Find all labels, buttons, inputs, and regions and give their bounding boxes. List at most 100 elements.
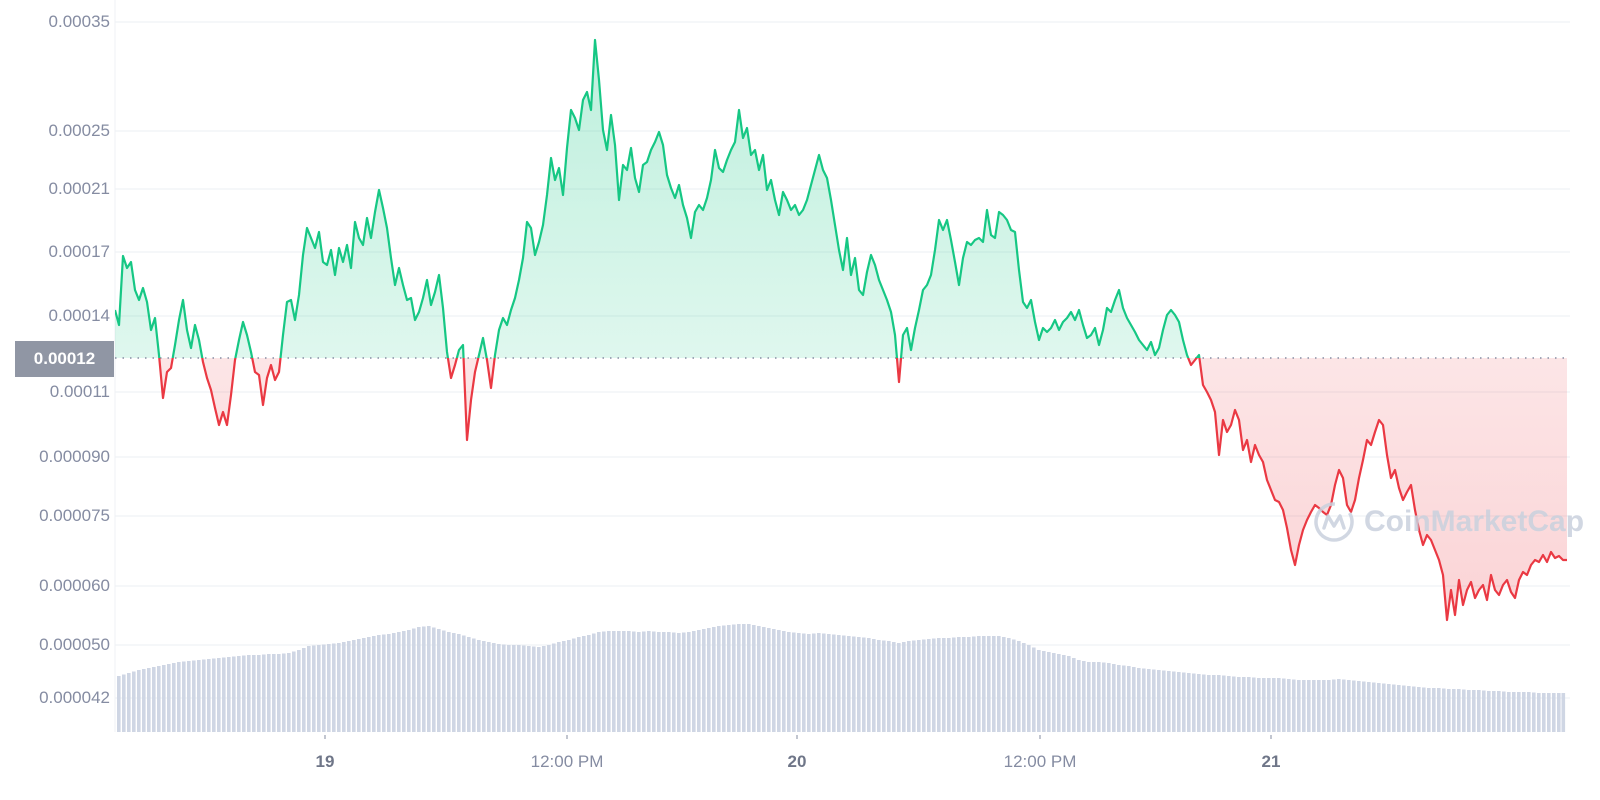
volume-bar — [337, 643, 341, 732]
volume-bar — [657, 632, 661, 732]
volume-bar — [1482, 690, 1486, 732]
volume-bar — [1032, 647, 1036, 732]
volume-bar — [1457, 689, 1461, 732]
volume-bar — [957, 637, 961, 732]
volume-bar — [1132, 667, 1136, 732]
volume-bar — [1072, 658, 1076, 732]
volume-bar — [592, 633, 596, 732]
volume-bar — [567, 640, 571, 732]
volume-bar — [1312, 680, 1316, 732]
volume-bar — [822, 633, 826, 732]
y-tick-label: 0.000075 — [39, 506, 110, 525]
volume-bar — [392, 633, 396, 732]
volume-bar — [482, 641, 486, 732]
volume-bar — [632, 631, 636, 732]
volume-bar — [1372, 682, 1376, 732]
volume-bar — [602, 631, 606, 732]
volume-bar — [472, 638, 476, 732]
volume-bar — [1007, 638, 1011, 732]
volume-bar — [1167, 671, 1171, 732]
volume-bar — [557, 642, 561, 732]
volume-bar — [157, 666, 161, 732]
volume-bar — [1082, 661, 1086, 732]
volume-bar — [527, 646, 531, 732]
volume-bar — [797, 633, 801, 732]
volume-bar — [227, 657, 231, 732]
volume-bar — [1362, 681, 1366, 732]
volume-bar — [1462, 689, 1466, 732]
volume-bar — [1052, 653, 1056, 732]
volume-bar — [117, 676, 121, 732]
volume-bar — [687, 632, 691, 732]
volume-bar — [752, 625, 756, 732]
volume-bar — [212, 658, 216, 732]
volume-bar — [372, 636, 376, 732]
volume-bar — [377, 635, 381, 732]
volume-bar — [1487, 691, 1491, 732]
volume-bar — [1227, 676, 1231, 732]
volume-bar — [1492, 691, 1496, 732]
volume-bar — [817, 633, 821, 732]
volume-bar — [232, 656, 236, 732]
volume-bar — [1117, 665, 1121, 732]
volume-bar — [1292, 679, 1296, 732]
volume-bar — [1182, 672, 1186, 732]
volume-bar — [187, 661, 191, 732]
volume-bar — [847, 636, 851, 732]
volume-bar — [852, 636, 856, 732]
volume-bar — [872, 639, 876, 732]
volume-bar — [277, 654, 281, 732]
volume-bar — [1172, 671, 1176, 732]
volume-bar — [712, 627, 716, 732]
volume-bar — [1512, 692, 1516, 732]
volume-bar — [122, 674, 126, 732]
y-tick-label: 0.000090 — [39, 447, 110, 466]
volume-bar — [672, 632, 676, 732]
volume-bar — [572, 638, 576, 732]
volume-bar — [442, 630, 446, 732]
volume-bar — [1282, 678, 1286, 732]
volume-bar — [172, 663, 176, 732]
volume-bar — [622, 631, 626, 732]
volume-bar — [1332, 679, 1336, 732]
volume-bar — [1222, 675, 1226, 732]
volume-bar — [1317, 680, 1321, 732]
volume-bar — [137, 670, 141, 732]
volume-bar — [727, 625, 731, 732]
volume-bar — [1022, 643, 1026, 732]
volume-bar — [327, 644, 331, 732]
volume-bar — [1447, 689, 1451, 732]
volume-bar — [992, 636, 996, 732]
volume-bar — [297, 650, 301, 732]
volume-bar — [147, 668, 151, 732]
volume-bar — [962, 637, 966, 732]
volume-bar — [662, 632, 666, 732]
volume-bar — [1477, 690, 1481, 732]
volume-bar — [912, 640, 916, 732]
volume-bar — [1092, 662, 1096, 732]
volume-bar — [317, 645, 321, 732]
volume-bar — [782, 631, 786, 732]
volume-bar — [1422, 687, 1426, 732]
volume-bar — [1287, 679, 1291, 732]
volume-bar — [257, 655, 261, 732]
volume-bar — [902, 642, 906, 732]
volume-bar — [342, 642, 346, 732]
volume-bar — [322, 644, 326, 732]
volume-bar — [1337, 679, 1341, 732]
volume-bar — [487, 642, 491, 732]
volume-bars — [117, 624, 1566, 732]
volume-bar — [167, 664, 171, 732]
volume-bar — [717, 626, 721, 732]
volume-bar — [697, 630, 701, 732]
volume-bar — [757, 626, 761, 732]
volume-bar — [272, 654, 276, 732]
volume-bar — [877, 640, 881, 732]
volume-bar — [1382, 683, 1386, 732]
watermark: CoinMarketCap — [1312, 500, 1584, 544]
volume-bar — [427, 626, 431, 732]
volume-bar — [627, 631, 631, 732]
volume-bar — [537, 647, 541, 732]
volume-bar — [882, 640, 886, 732]
